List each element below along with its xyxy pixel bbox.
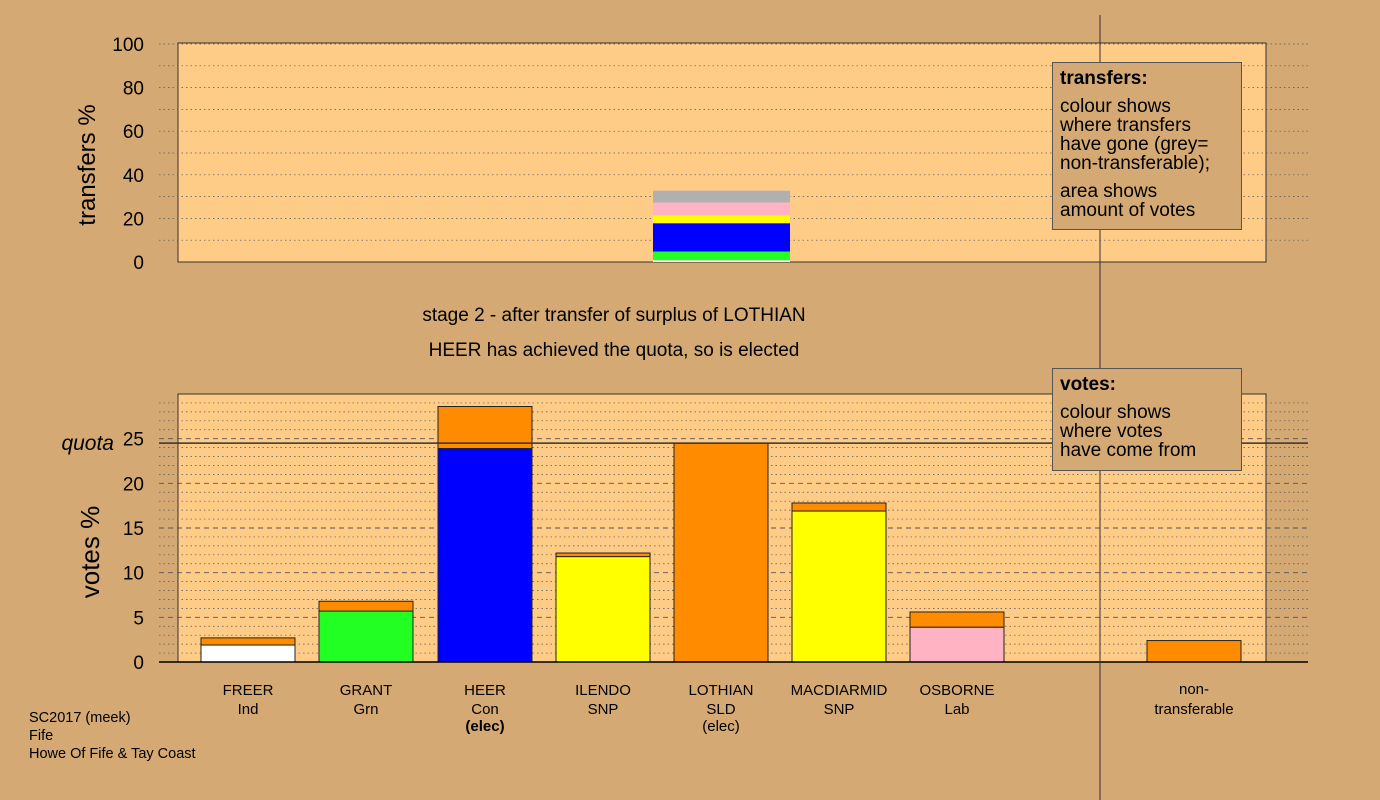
vote-bar-segment (437, 447, 533, 663)
ward-name: Howe Of Fife & Tay Coast (29, 746, 196, 762)
transfers-legend-line: amount of votes (1060, 200, 1196, 221)
y-tick-label: 20 (123, 209, 144, 230)
y-tick-label: 80 (123, 79, 144, 100)
candidate-name: FREER (223, 682, 274, 699)
candidate-labels: FREERIndGRANTGrnHEERCon(elec)ILENDOSNPLO… (223, 681, 1234, 735)
y-tick-label: 5 (133, 608, 144, 629)
transfers-legend: transfers: colour shows where transfers … (1052, 62, 1242, 230)
y-tick-label: 0 (133, 653, 144, 674)
candidate-name: transferable (1154, 701, 1233, 718)
election-info: SC2017 (meek) Fife Howe Of Fife & Tay Co… (29, 709, 196, 763)
transfers-legend-line: non-transferable); (1060, 153, 1210, 174)
y-tick-label: 15 (123, 519, 144, 540)
votes-y-axis-label: votes % (75, 506, 105, 599)
transfers-y-axis-label: transfers % (74, 104, 101, 225)
candidate-party: Ind (238, 701, 259, 718)
vote-bar-segment (909, 626, 1005, 663)
candidate-name: non- (1179, 681, 1209, 698)
transfers-legend-line: colour shows (1060, 96, 1171, 117)
candidate-party: Lab (944, 701, 969, 718)
transfer-segment (653, 260, 790, 262)
vote-bar-segment (318, 600, 414, 612)
y-tick-label: 100 (112, 35, 144, 56)
candidate-name: LOTHIAN (688, 682, 753, 699)
vote-bar-segment (555, 556, 651, 663)
elected-announcement: HEER has achieved the quota, so is elect… (429, 340, 800, 361)
vote-bar-segment (1146, 640, 1242, 663)
vote-bar-segment (791, 510, 887, 663)
transfers-stacked-bar (653, 190, 790, 262)
election-name: SC2017 (meek) (29, 710, 131, 726)
transfer-segment (653, 215, 790, 221)
transfers-legend-line: area shows (1060, 181, 1158, 202)
y-tick-label: 60 (123, 122, 144, 143)
transfer-segment (653, 251, 790, 261)
candidate-name: ILENDO (575, 682, 631, 699)
candidate-name: MACDIARMID (791, 682, 888, 699)
y-tick-label: 20 (123, 474, 144, 495)
y-tick-label: 25 (123, 430, 144, 451)
vote-bar-segment (437, 406, 533, 449)
candidate-name: OSBORNE (919, 682, 994, 699)
transfers-legend-line: have gone (grey= (1060, 134, 1209, 155)
transfer-segment (653, 220, 790, 224)
candidate-name: GRANT (340, 682, 393, 699)
elected-note: (elec) (465, 718, 504, 735)
transfers-y-ticks: 0 20 40 60 80 100 (112, 35, 144, 274)
council-name: Fife (29, 728, 54, 744)
vote-bar-segment (555, 552, 651, 558)
transfer-segment (653, 190, 790, 203)
vote-bar-segment (909, 611, 1005, 628)
votes-legend-heading: votes: (1060, 374, 1116, 395)
votes-y-ticks: 0 5 10 15 20 25 (123, 430, 144, 674)
votes-legend-line: have come from (1060, 440, 1197, 461)
elected-note: (elec) (702, 718, 740, 735)
stage-description: stage 2 - after transfer of surplus of L… (422, 305, 805, 326)
candidate-party: Grn (353, 701, 378, 718)
candidate-name: HEER (464, 682, 506, 699)
transfers-legend-line: where transfers (1060, 115, 1191, 136)
vote-bar-segment (791, 502, 887, 512)
candidate-party: SNP (588, 701, 619, 718)
y-tick-label: 10 (123, 564, 144, 585)
candidate-party: Con (471, 701, 499, 718)
votes-legend-line: colour shows (1060, 402, 1171, 423)
transfer-segment (653, 202, 790, 216)
candidate-party: SLD (706, 701, 735, 718)
y-tick-label: 40 (123, 166, 144, 187)
y-tick-label: 0 (133, 253, 144, 274)
vote-bar-segment (673, 442, 769, 663)
candidate-party: SNP (824, 701, 855, 718)
vote-bar-segment (318, 610, 414, 663)
votes-legend-line: where votes (1060, 421, 1163, 442)
transfers-legend-heading: transfers: (1060, 68, 1148, 89)
quota-label: quota (61, 432, 114, 455)
vote-bar-segment (200, 637, 296, 646)
transfer-segment (653, 223, 790, 252)
votes-legend: votes: colour shows where votes have com… (1052, 368, 1242, 471)
vote-bar-segment (200, 644, 296, 663)
